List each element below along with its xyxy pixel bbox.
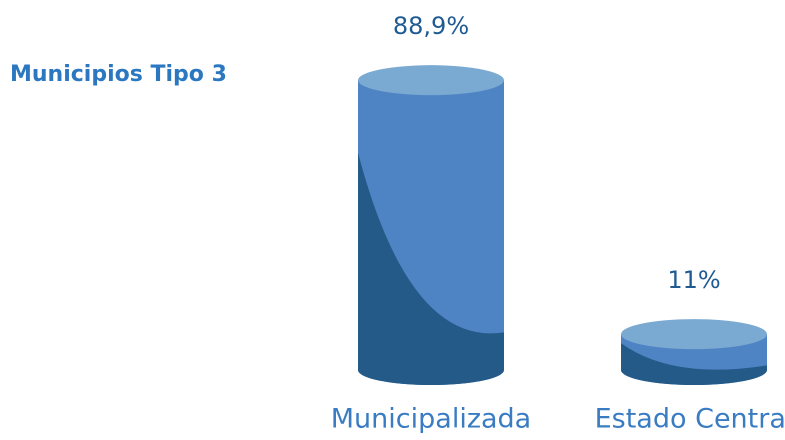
cylinder-shade: [358, 152, 504, 385]
chart-title: Municipios Tipo 3: [10, 62, 227, 87]
x-tick-label: Municipalizada: [331, 404, 531, 435]
cylinder-top: [621, 319, 767, 350]
cylinder-shade: [621, 343, 767, 385]
cylinder-top: [358, 65, 504, 96]
x-tick-label: Estado Central: [595, 404, 785, 435]
value-label: 11%: [667, 266, 720, 294]
value-label: 88,9%: [393, 12, 469, 40]
